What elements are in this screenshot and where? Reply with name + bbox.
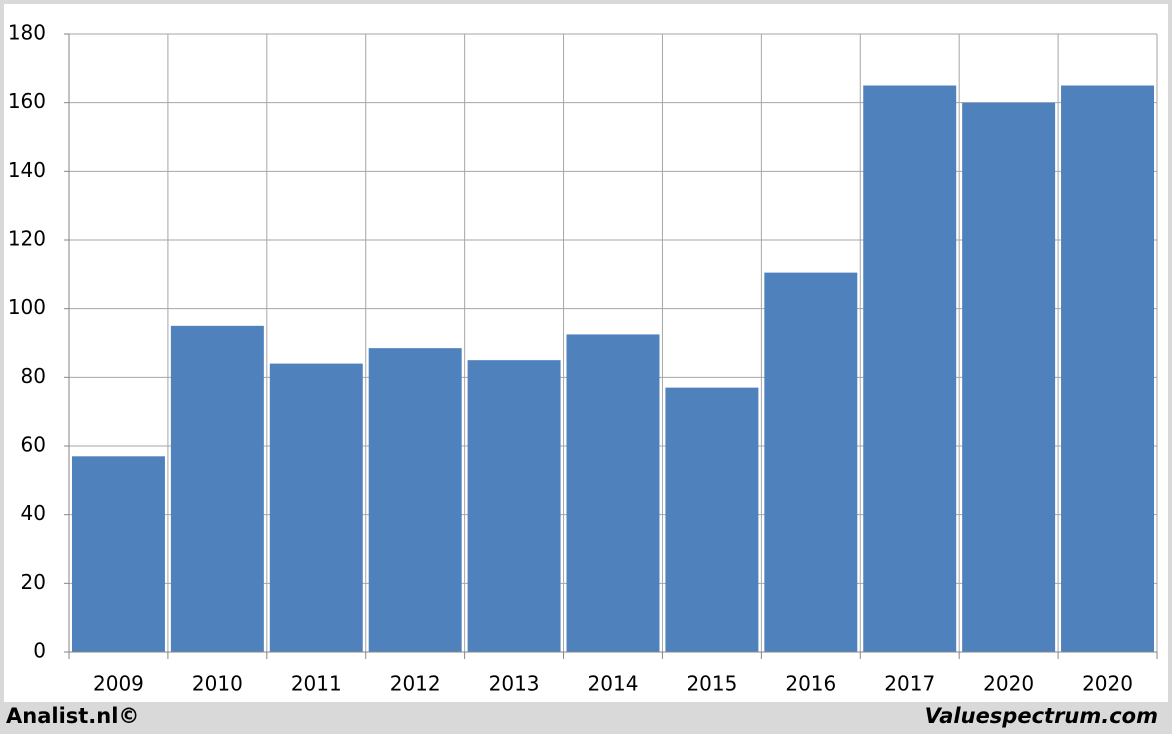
y-tick-label: 100 xyxy=(8,295,46,319)
bar xyxy=(863,85,957,652)
bar xyxy=(665,387,759,652)
x-tick-label: 2017 xyxy=(884,672,935,696)
y-tick-label: 60 xyxy=(21,433,46,457)
bar xyxy=(269,363,363,652)
y-tick-label: 180 xyxy=(8,21,46,45)
credit-left: Analist.nl© xyxy=(6,704,139,728)
bar xyxy=(764,272,858,652)
y-tick-label: 140 xyxy=(8,158,46,182)
x-tick-label: 2011 xyxy=(291,672,342,696)
y-tick-label: 20 xyxy=(21,570,46,594)
bar xyxy=(962,102,1056,652)
bar xyxy=(368,348,462,652)
bar xyxy=(170,325,264,652)
y-tick-label: 120 xyxy=(8,227,46,251)
y-tick-label: 80 xyxy=(21,364,46,388)
x-tick-label: 2020 xyxy=(1082,672,1133,696)
x-tick-label: 2013 xyxy=(489,672,540,696)
credit-right: Valuespectrum.com xyxy=(925,704,1158,728)
bar xyxy=(467,360,561,652)
x-tick-label: 2009 xyxy=(93,672,144,696)
bar xyxy=(1061,85,1155,652)
x-tick-label: 2020 xyxy=(983,672,1034,696)
bar xyxy=(566,334,660,652)
y-tick-label: 40 xyxy=(21,501,46,525)
x-tick-label: 2010 xyxy=(192,672,243,696)
x-tick-label: 2014 xyxy=(588,672,639,696)
x-tick-label: 2012 xyxy=(390,672,441,696)
x-tick-label: 2016 xyxy=(785,672,836,696)
y-tick-label: 0 xyxy=(33,639,46,663)
x-tick-label: 2015 xyxy=(686,672,737,696)
y-tick-label: 160 xyxy=(8,89,46,113)
bar xyxy=(71,456,165,652)
